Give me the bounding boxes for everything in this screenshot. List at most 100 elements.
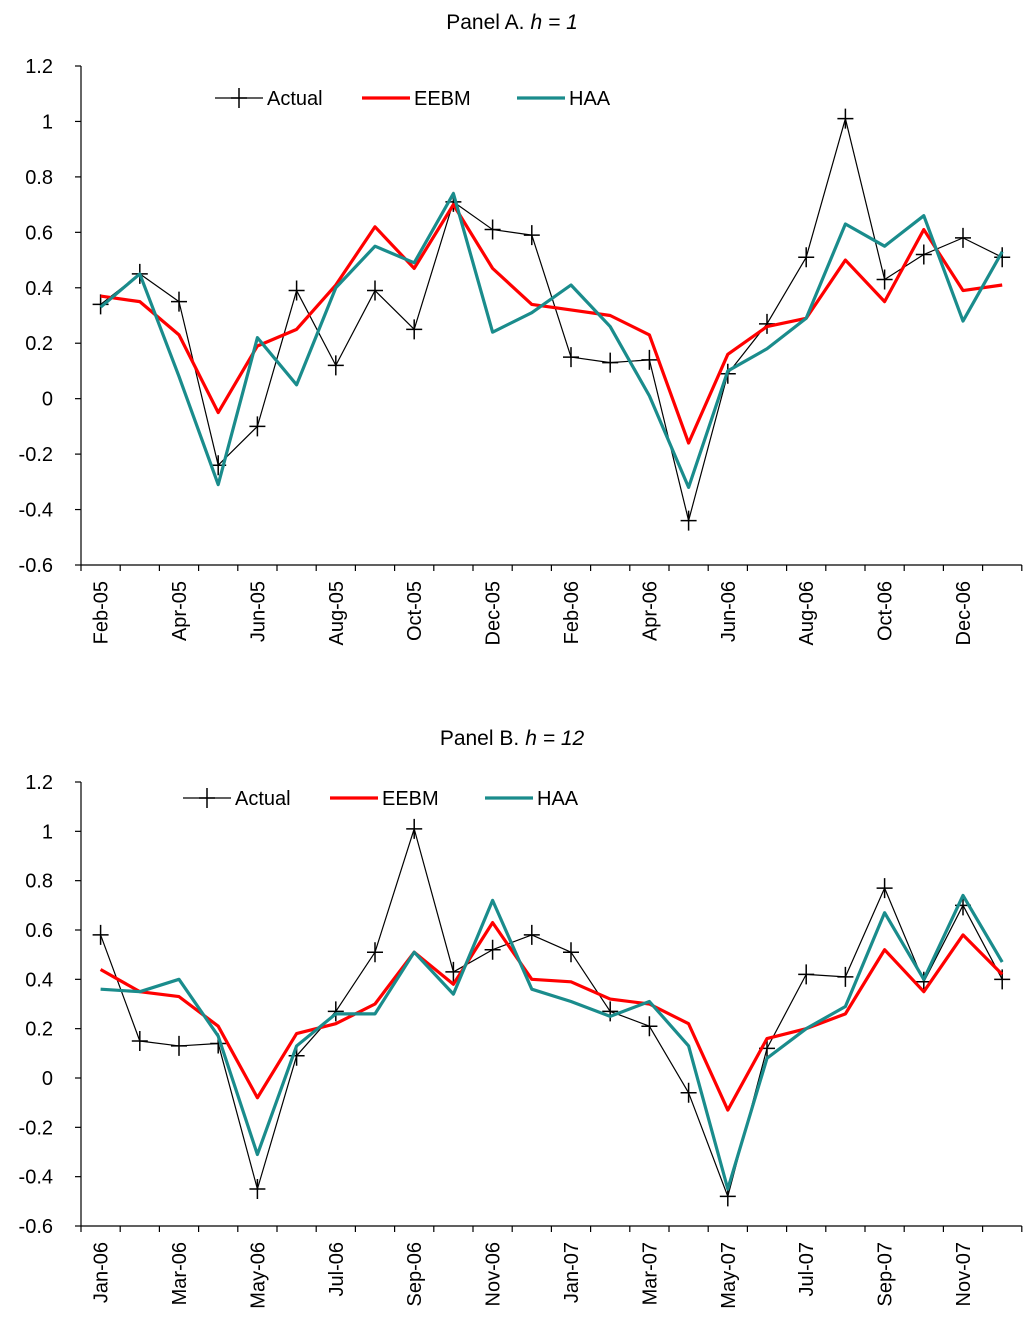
y-tick-label: 1 [42, 111, 53, 133]
point-marker [92, 924, 109, 945]
y-tick-label: 0.4 [25, 969, 53, 991]
point-marker [484, 219, 501, 240]
point-marker [641, 1016, 658, 1037]
legend-label: EEBM [414, 88, 471, 110]
point-marker [876, 269, 893, 290]
x-tick-label: Sep-07 [875, 1242, 897, 1307]
point-marker [327, 355, 344, 376]
y-tick-label: 0.6 [25, 222, 53, 244]
point-marker [523, 225, 540, 246]
point-marker [876, 878, 893, 899]
point-marker [837, 108, 854, 129]
legend-marker [231, 88, 247, 108]
point-marker [171, 1035, 187, 1056]
x-tick-label: Apr-05 [169, 581, 191, 641]
title-text: Panel B. [440, 727, 519, 750]
series-line [100, 203, 1003, 445]
point-marker [563, 942, 579, 963]
chart-title: Panel B. h = 12 [440, 727, 585, 750]
point-marker [641, 349, 658, 370]
point-marker [680, 1082, 697, 1103]
point-marker [798, 247, 815, 268]
x-tick-label: Jan-06 [91, 1242, 113, 1303]
legend-label: Actual [235, 788, 291, 810]
point-marker [249, 1179, 266, 1199]
point-marker [994, 247, 1011, 268]
point-marker [131, 1031, 148, 1051]
y-tick-label: -0.4 [19, 500, 53, 522]
x-tick-label: Aug-05 [326, 581, 348, 646]
x-tick-label: May-06 [247, 1242, 269, 1309]
point-marker [406, 319, 423, 340]
legend-label: Actual [267, 88, 323, 110]
point-marker [759, 313, 775, 334]
x-tick-label: Jul-06 [326, 1242, 348, 1296]
x-tick-label: Jul-07 [796, 1242, 818, 1296]
x-tick-label: Dec-06 [953, 581, 975, 645]
legend-label: HAA [569, 88, 611, 110]
series-line [99, 191, 1004, 489]
y-tick-label: 0.2 [25, 1019, 53, 1041]
x-tick-label: Feb-06 [561, 581, 583, 644]
chart-title: Panel A. h = 1 [446, 11, 578, 34]
series-line [99, 921, 1004, 1112]
title-emphasis: h = 1 [530, 11, 577, 34]
x-tick-label: Nov-06 [483, 1242, 505, 1306]
x-tick-label: Jan-07 [561, 1242, 583, 1303]
legend-label: EEBM [382, 788, 439, 810]
point-marker [563, 347, 579, 368]
point-marker [602, 352, 619, 373]
point-marker [602, 1001, 619, 1022]
y-tick-label: 1.2 [25, 56, 53, 78]
title-emphasis: h = 12 [525, 727, 584, 750]
legend-marker [199, 788, 215, 808]
title-text: Panel A. [446, 11, 524, 34]
y-tick-label: 0.4 [25, 278, 53, 300]
point-marker [680, 510, 697, 531]
point-marker [367, 280, 383, 301]
point-marker [249, 416, 266, 437]
y-tick-label: 0.8 [25, 167, 53, 189]
y-tick-label: 1 [42, 821, 53, 843]
series-line [100, 118, 1003, 522]
series-line [100, 893, 1004, 1191]
point-marker [171, 291, 187, 312]
x-tick-label: Mar-07 [639, 1242, 661, 1305]
x-tick-label: Nov-07 [953, 1242, 975, 1306]
point-marker [837, 966, 854, 987]
x-tick-label: Feb-05 [91, 581, 113, 644]
point-marker [484, 939, 501, 960]
y-tick-label: 0.8 [25, 871, 53, 893]
y-tick-label: -0.6 [19, 555, 53, 577]
y-tick-label: 1.2 [25, 772, 53, 794]
y-tick-label: 0 [42, 1068, 53, 1090]
y-tick-label: 0.6 [25, 920, 53, 942]
point-marker [915, 244, 932, 265]
x-tick-label: Dec-05 [483, 581, 505, 645]
x-tick-label: Jun-05 [247, 581, 269, 642]
y-tick-label: 0.2 [25, 333, 53, 355]
point-marker [367, 942, 383, 963]
y-tick-label: -0.6 [19, 1216, 53, 1238]
y-tick-label: 0 [42, 389, 53, 411]
legend-label: HAA [537, 788, 579, 810]
x-tick-label: Jun-06 [718, 581, 740, 642]
point-marker [445, 961, 462, 982]
x-tick-label: Apr-06 [639, 581, 661, 641]
point-marker [327, 1001, 344, 1022]
x-tick-label: Oct-06 [875, 581, 897, 641]
point-marker [955, 227, 971, 248]
point-marker [798, 964, 815, 985]
x-tick-label: Oct-05 [404, 581, 426, 641]
point-marker [406, 818, 423, 839]
x-tick-label: May-07 [718, 1242, 740, 1309]
y-tick-label: -0.2 [19, 444, 53, 466]
x-tick-label: Sep-06 [404, 1242, 426, 1307]
x-tick-label: Aug-06 [796, 581, 818, 646]
y-tick-label: -0.4 [19, 1167, 53, 1189]
series-line [100, 828, 1003, 1197]
point-marker [523, 924, 540, 945]
y-tick-label: -0.2 [19, 1117, 53, 1139]
x-tick-label: Mar-06 [169, 1242, 191, 1305]
